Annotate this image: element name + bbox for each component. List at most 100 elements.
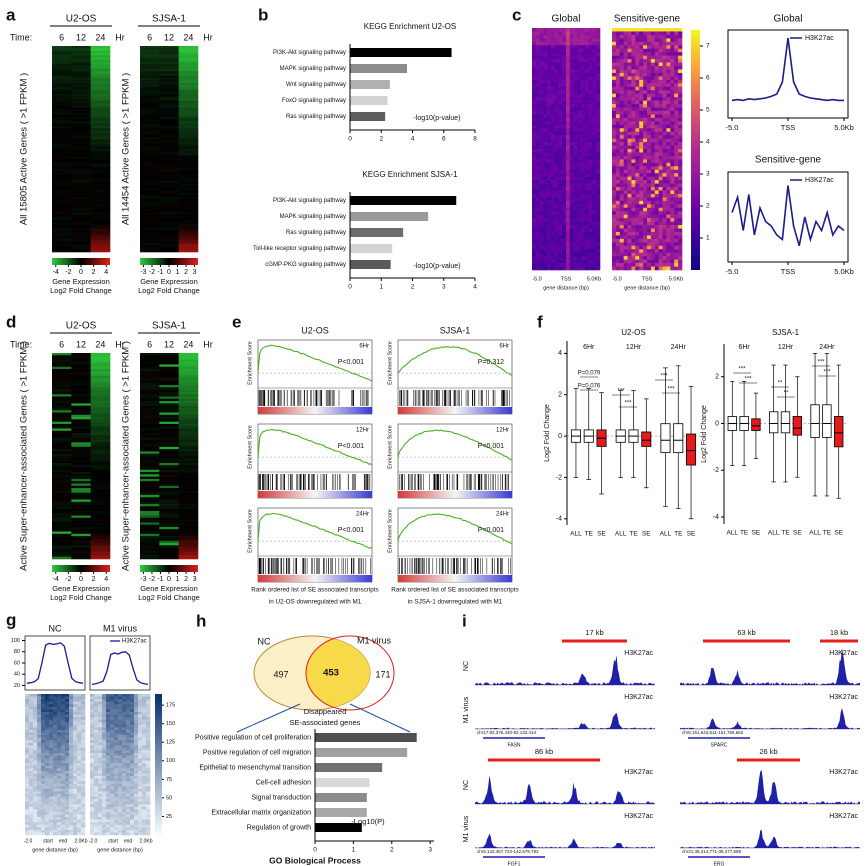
heatmap-cell: [140, 169, 160, 173]
heatmap-cell: [532, 117, 537, 122]
heatmap-cell: [596, 259, 601, 264]
heatmap-cell: [33, 768, 38, 772]
heatmap-cell: [532, 162, 537, 167]
heatmap-cell: [654, 159, 659, 164]
heatmap-cell: [631, 225, 636, 229]
heatmap-cell: [639, 79, 644, 84]
heatmap-cell: [654, 90, 659, 94]
heatmap-cell: [670, 180, 675, 184]
heatmap-cell: [29, 755, 34, 759]
heatmap-cell: [41, 742, 46, 746]
heatmap-cell: [140, 178, 160, 182]
heatmap-cell: [639, 55, 644, 60]
heatmap-cell: [554, 107, 559, 112]
heatmap-cell: [61, 735, 66, 738]
heatmap-cell: [57, 765, 62, 769]
heatmap-cell: [140, 208, 160, 212]
heatmap-cell: [159, 142, 179, 145]
heatmap-cell: [562, 121, 567, 126]
heatmap-cell: [71, 114, 91, 118]
heatmap-cell: [643, 225, 648, 229]
rank-bar: [398, 491, 512, 498]
heatmap-cell: [573, 86, 578, 91]
heatmap-cell: [71, 417, 91, 420]
heatmap-cell: [52, 59, 72, 63]
heatmap-cell: [631, 152, 636, 157]
heatmap-cell: [178, 181, 199, 184]
heatmap-cell: [635, 128, 640, 133]
heatmap-cell: [627, 121, 632, 126]
heatmap-cell: [592, 124, 597, 129]
heatmap-cell: [678, 252, 683, 257]
heatmap-cell: [592, 28, 597, 32]
category-label: ALL: [615, 531, 627, 538]
heatmap-cell: [178, 373, 199, 377]
heatmap-cell: [558, 93, 563, 98]
heatmap-cell: [178, 396, 199, 400]
heatmap-cell: [77, 740, 82, 744]
heatmap-cell: [539, 159, 544, 164]
heatmap-cell: [90, 208, 111, 212]
heatmap-cell: [52, 103, 72, 106]
heatmap-cell: [178, 245, 199, 248]
heatmap-cell: [577, 38, 582, 43]
heatmap-cell: [666, 93, 671, 98]
heatmap-cell: [52, 453, 72, 457]
heatmap-cell: [635, 38, 640, 43]
heatmap-cell: [592, 162, 597, 167]
heatmap-cell: [650, 256, 656, 260]
heatmap-cell: [535, 69, 540, 74]
heatmap-cell: [662, 69, 667, 74]
heatmap-cell: [71, 545, 91, 548]
heatmap-cell: [178, 219, 199, 223]
heatmap-cell: [71, 226, 91, 230]
heatmap-cell: [627, 114, 632, 119]
panel-label: e: [232, 312, 241, 331]
heatmap-cell: [643, 121, 648, 126]
heatmap-cell: [45, 735, 50, 738]
heatmap-cell: [532, 28, 537, 32]
heatmap-cell: [658, 176, 663, 181]
heatmap-cell: [52, 373, 72, 377]
heatmap-cell: [569, 169, 574, 174]
heatmap-cell: [535, 218, 540, 222]
heatmap-cell: [73, 711, 78, 715]
heatmap-cell: [554, 135, 559, 139]
heatmap-cell: [547, 149, 552, 153]
heatmap-cell: [562, 204, 567, 209]
heatmap-cell: [178, 119, 199, 122]
heatmap-cell: [90, 144, 111, 148]
heatmap-cell: [77, 717, 82, 720]
p-value: P<0.001: [338, 527, 364, 534]
heatmap-cell: [631, 142, 636, 146]
heatmap-cell: [596, 41, 601, 46]
significance: ***: [823, 370, 831, 376]
heatmap-cell: [52, 456, 72, 459]
heatmap-cell: [678, 176, 683, 181]
heatmap-cell: [71, 444, 91, 448]
heatmap-cell: [639, 135, 644, 139]
heatmap-cell: [650, 169, 656, 174]
heatmap-cell: [674, 138, 679, 143]
heatmap-cell: [159, 169, 179, 173]
heatmap-cell: [658, 104, 663, 108]
heatmap-cell: [670, 204, 675, 209]
tick-label: 5.0Kb: [834, 267, 854, 276]
heatmap-cell: [635, 135, 640, 139]
heatmap-cell: [635, 107, 640, 112]
heatmap-cell: [592, 204, 597, 209]
heatmap-cell: [554, 34, 559, 39]
heatmap-cell: [159, 62, 179, 65]
heatmap-cell: [178, 75, 199, 79]
heatmap-cell: [596, 52, 601, 56]
heatmap-cell: [69, 768, 74, 772]
heatmap-cell: [57, 758, 62, 761]
heatmap-cell: [37, 735, 42, 738]
heatmap-cell: [670, 104, 675, 108]
heatmap-cell: [71, 98, 91, 102]
heatmap-cell: [52, 174, 72, 177]
heatmap-cell: [69, 752, 74, 756]
heatmap-cell: [558, 41, 563, 46]
heatmap-cell: [554, 76, 559, 81]
heatmap-cell: [623, 166, 628, 171]
